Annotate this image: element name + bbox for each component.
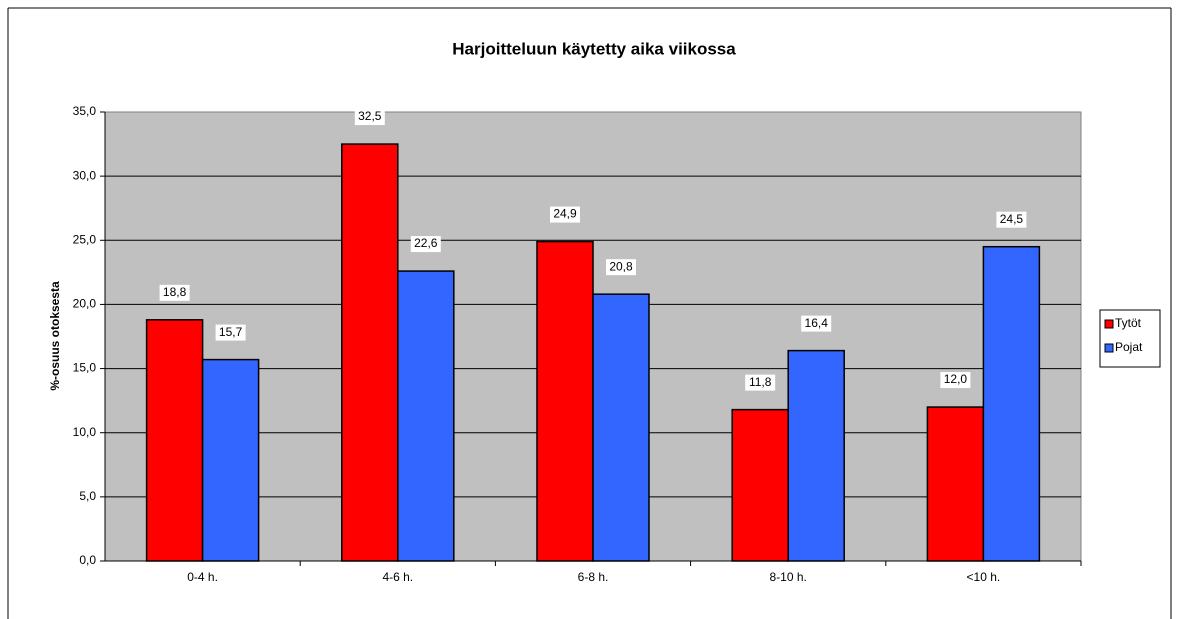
x-tick-label: 8-10 h.: [770, 570, 807, 584]
legend-label: Tytöt: [1115, 316, 1142, 330]
x-tick-label: 6-8 h.: [578, 570, 609, 584]
y-tick-label: 25,0: [73, 232, 97, 246]
value-label: 12,0: [944, 372, 968, 386]
value-label: 16,4: [805, 316, 829, 330]
y-tick-label: 5,0: [79, 489, 96, 503]
legend-label: Pojat: [1115, 340, 1143, 354]
value-label: 18,8: [163, 285, 187, 299]
y-tick-label: 20,0: [73, 297, 97, 311]
y-tick-label: 15,0: [73, 361, 97, 375]
x-tick-label: 0-4 h.: [187, 570, 218, 584]
value-label: 24,9: [553, 207, 577, 221]
x-tick-label: 4-6 h.: [382, 570, 413, 584]
value-label-bg: [940, 372, 971, 389]
value-label-bg: [410, 236, 441, 253]
value-label-bg: [801, 315, 832, 332]
bar: [787, 349, 845, 562]
bar: [536, 240, 594, 562]
x-tick-label: <10 h.: [967, 570, 1001, 584]
value-label: 22,6: [414, 236, 438, 250]
bar: [201, 358, 260, 562]
value-label: 32,5: [358, 109, 382, 123]
value-label-bg: [996, 211, 1027, 228]
bar: [982, 245, 1041, 562]
value-label-bg: [606, 259, 636, 276]
value-label-bg: [159, 284, 190, 301]
y-tick-label: 30,0: [73, 168, 97, 182]
legend-swatch: [1104, 343, 1114, 353]
value-label-bg: [550, 206, 580, 223]
y-tick-label: 35,0: [73, 104, 97, 118]
value-label: 24,5: [1000, 212, 1024, 226]
value-label-bg: [745, 374, 776, 391]
value-label-bg: [215, 324, 246, 341]
bar: [926, 406, 985, 562]
y-tick-label: 0,0: [79, 553, 96, 567]
legend-swatch: [1104, 319, 1114, 329]
y-tick-label: 10,0: [73, 425, 97, 439]
value-label: 15,7: [219, 325, 243, 339]
value-label: 11,8: [749, 375, 772, 389]
y-axis-label: %-osuus otoksesta: [48, 281, 62, 391]
bar: [731, 408, 789, 562]
bar: [592, 293, 650, 562]
bar: [145, 319, 204, 562]
bar: [341, 143, 399, 562]
chart-title: Harjoitteluun käytetty aika viikossa: [452, 39, 736, 58]
bar: [397, 270, 455, 562]
value-label: 20,8: [609, 259, 633, 273]
value-label-bg: [354, 109, 385, 126]
